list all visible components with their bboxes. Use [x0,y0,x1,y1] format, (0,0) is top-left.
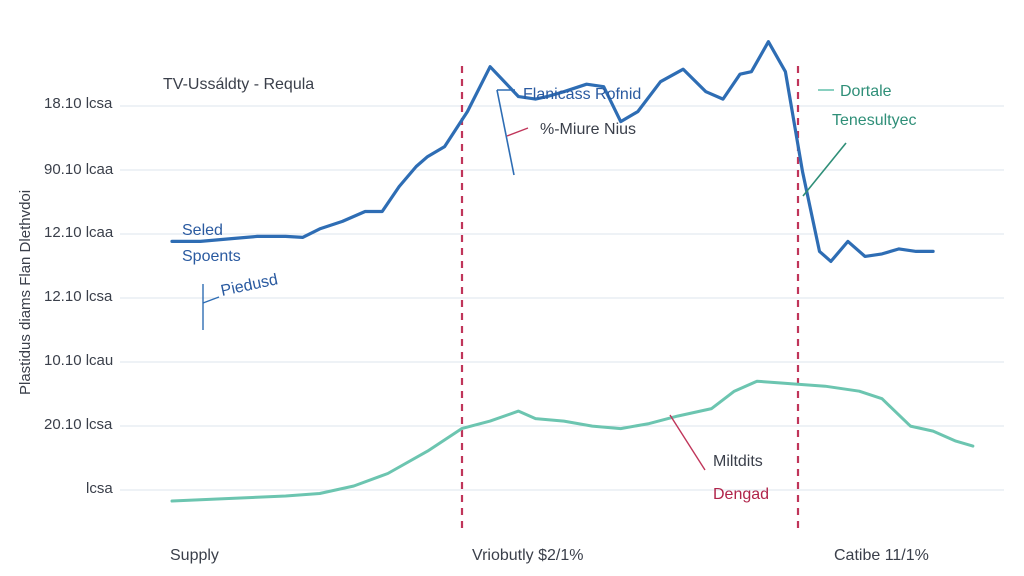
annotation-leader [802,142,847,197]
annotation-leader [506,127,529,137]
annotation-label: %-Miure Nius [540,121,636,138]
annotation-label: Piedusd [219,271,279,300]
gridlines [120,105,1004,491]
x-label: Vriobutly $2/1% [472,547,583,564]
y-tick-label: 12.10 lcaa [44,224,114,241]
series-line-blue [170,40,935,263]
annotation-label: Seled [182,222,223,239]
annotation-label: Miltdits [713,453,763,470]
annotation-label: Tenesultyec [832,112,917,129]
y-tick-label: 18.10 lcsa [44,95,113,112]
annotation-leader [202,296,220,304]
y-tick-label: lcsa [86,480,113,497]
annotation-leader [669,414,706,471]
chart-title: TV-Ussáldty - Requla [163,76,314,93]
y-tick-label: 20.10 lcsa [44,416,113,433]
x-label: Supply [170,547,219,564]
y-tick-labels: 18.10 lcsa 90.10 lcaa 12.10 lcaa 12.10 l… [44,95,114,497]
series-line-teal [170,379,975,503]
annotation-label: Flanicass Rofnid [523,86,641,103]
y-tick-label: 12.10 lcsa [44,288,113,305]
x-label: Catibe 11/1% [834,547,929,564]
y-tick-label: 90.10 lcaa [44,161,114,178]
annotation-label: Dortale [840,83,892,100]
series-group [170,40,975,503]
annotation-label: Spoents [182,248,241,265]
annotation-label: Dengad [713,486,769,503]
y-tick-label: 10.10 lcau [44,352,113,369]
annotation-leader [496,89,515,176]
y-axis-label: Plastidus diams Flan Dlethvdoi [17,190,34,395]
